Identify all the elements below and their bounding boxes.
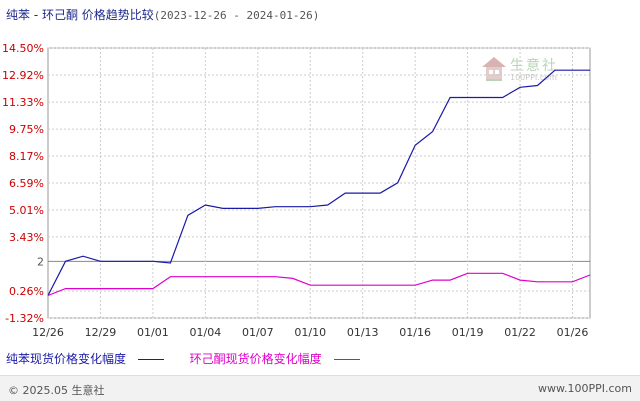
legend-swatch-series1 xyxy=(137,359,164,360)
legend-label-series2: 环己酮现货价格变化幅度 xyxy=(189,352,322,366)
x-tick-label: 01/01 xyxy=(137,326,169,339)
watermark-url: 100PPI.com xyxy=(510,73,557,82)
watermark-logo: 生意社 100PPI.com xyxy=(480,55,560,89)
x-tick-label: 01/19 xyxy=(452,326,484,339)
series-line-2 xyxy=(47,272,591,297)
footer-copyright: © 2025.05 生意社 xyxy=(8,384,105,397)
x-tick-label: 01/26 xyxy=(557,326,589,339)
y-tick-label: 12.92% xyxy=(2,69,44,82)
series-line-1 xyxy=(47,69,590,296)
y-tick-label: 14.50% xyxy=(2,42,44,55)
footer-website[interactable]: www.100PPI.com xyxy=(538,382,632,395)
x-tick-label: 01/16 xyxy=(399,326,431,339)
legend-item-series2: 环己酮现货价格变化幅度 xyxy=(190,350,360,367)
y-tick-label: 0.26% xyxy=(9,285,44,298)
x-tick-label: 01/10 xyxy=(294,326,326,339)
x-tick-label: 01/04 xyxy=(190,326,222,339)
x-tick-label: 01/13 xyxy=(347,326,379,339)
legend: 纯苯现货价格变化幅度 环己酮现货价格变化幅度 xyxy=(6,350,382,367)
y-tick-label: 11.33% xyxy=(2,96,44,109)
watermark-text: 生意社 xyxy=(510,58,558,74)
y-tick-label: 8.17% xyxy=(9,150,44,163)
chart-title-range: (2023-12-26 - 2024-01-26) xyxy=(153,9,320,22)
y-tick-label: -1.32% xyxy=(5,312,44,325)
y-tick-label: 6.59% xyxy=(9,177,44,190)
chart-title-main: 纯苯 - 环己酮 价格趋势比较 xyxy=(6,8,154,22)
chart-title: 纯苯 - 环己酮 价格趋势比较(2023-12-26 - 2024-01-26) xyxy=(6,6,319,23)
footer-bar: © 2025.05 生意社 www.100PPI.com xyxy=(0,375,640,401)
y-tick-label: 2 xyxy=(37,255,44,268)
legend-item-series1: 纯苯现货价格变化幅度 xyxy=(6,350,164,367)
y-tick-label: 3.43% xyxy=(9,231,44,244)
house-icon xyxy=(482,57,506,81)
legend-swatch-series2 xyxy=(333,359,360,360)
legend-label-series1: 纯苯现货价格变化幅度 xyxy=(6,352,127,366)
y-tick-label: 9.75% xyxy=(9,123,44,136)
y-tick-label: 5.01% xyxy=(9,204,44,217)
x-tick-label: 12/29 xyxy=(85,326,117,339)
x-tick-label: 01/22 xyxy=(504,326,536,339)
x-tick-label: 01/07 xyxy=(242,326,274,339)
x-tick-label: 12/26 xyxy=(32,326,64,339)
